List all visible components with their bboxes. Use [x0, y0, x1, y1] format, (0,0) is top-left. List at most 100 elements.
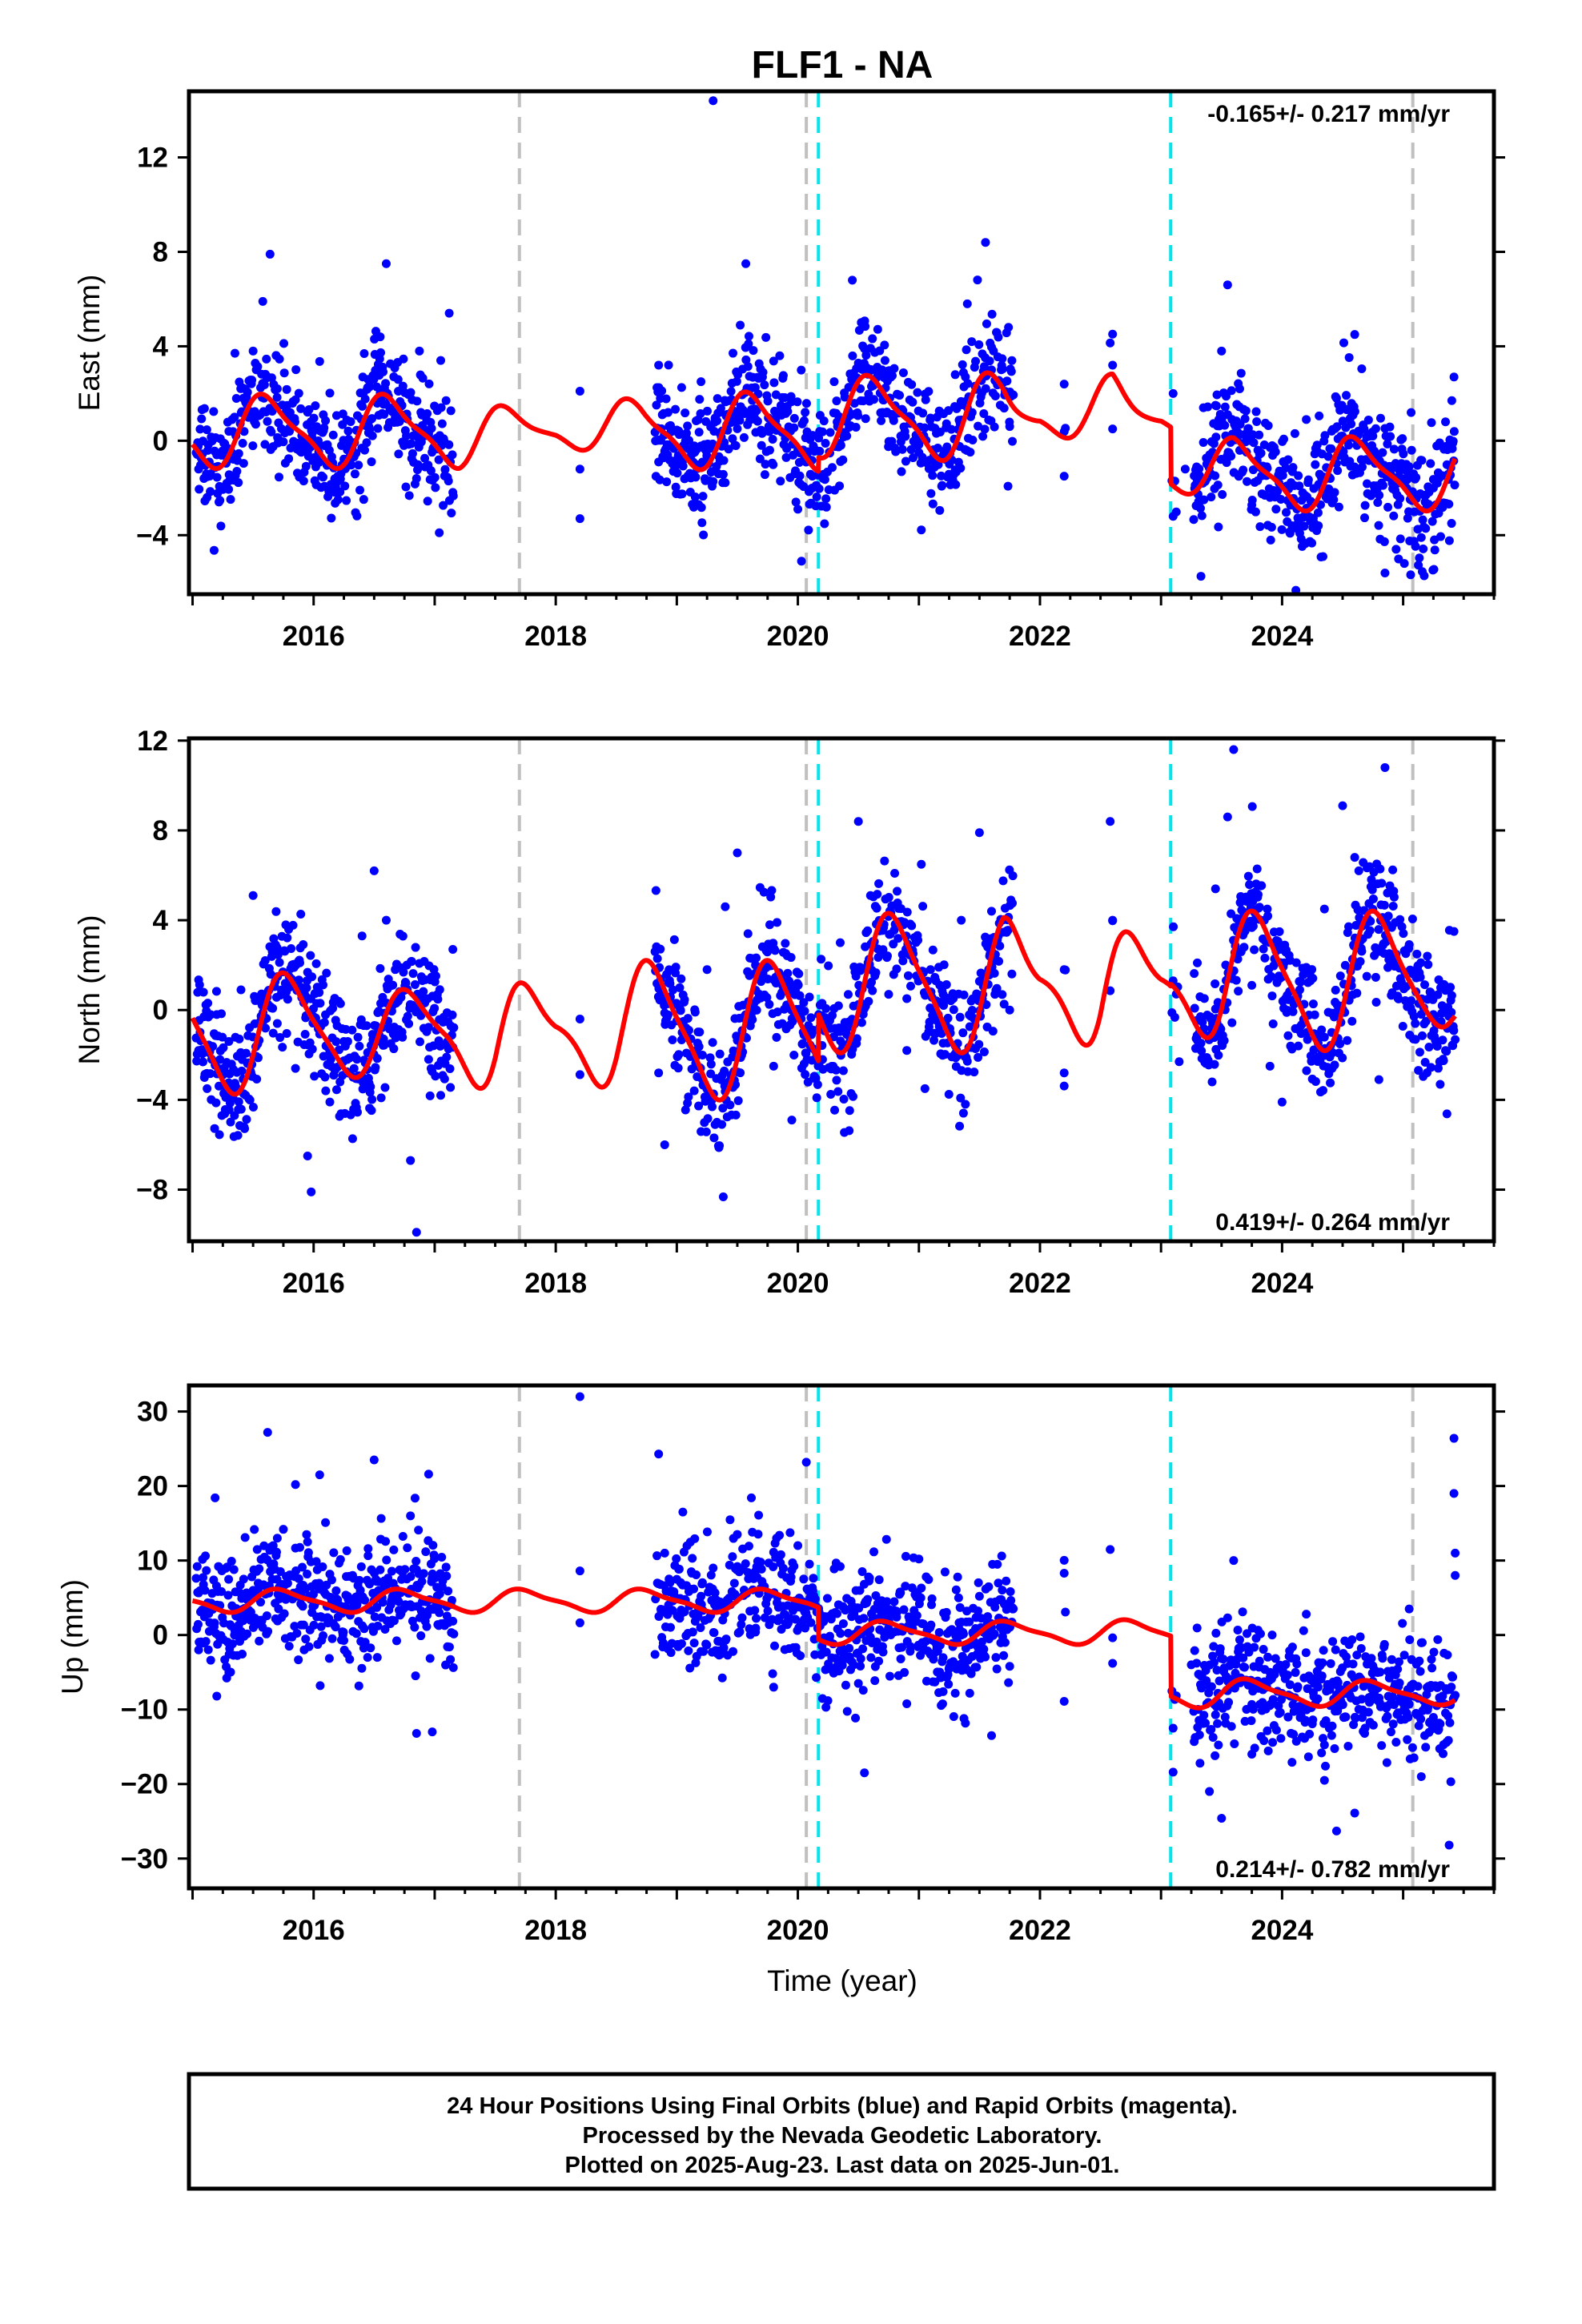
- position-point: [1415, 1047, 1424, 1057]
- position-point: [863, 926, 873, 935]
- position-point: [951, 1585, 961, 1594]
- position-point: [789, 413, 799, 423]
- position-point: [1168, 388, 1178, 398]
- position-point: [938, 1653, 948, 1663]
- position-point: [981, 238, 990, 247]
- position-point: [416, 1037, 425, 1047]
- position-point: [830, 1105, 840, 1115]
- position-point: [1319, 1740, 1329, 1750]
- position-point: [1348, 1659, 1358, 1669]
- position-point: [695, 395, 705, 404]
- position-point: [1438, 1035, 1447, 1045]
- y-tick-label: −30: [121, 1844, 168, 1875]
- x-tick-label: 2020: [767, 621, 829, 652]
- position-point: [733, 848, 742, 858]
- position-point: [214, 1081, 223, 1091]
- position-point: [319, 1631, 328, 1641]
- position-point: [342, 496, 351, 505]
- panel-frame: [187, 736, 1496, 1244]
- position-point: [1009, 1604, 1018, 1614]
- position-point: [363, 375, 373, 384]
- position-point: [320, 1072, 330, 1082]
- position-point: [1374, 521, 1383, 530]
- position-point: [1338, 801, 1347, 810]
- position-point: [275, 1567, 285, 1577]
- position-point: [448, 1616, 458, 1626]
- position-point: [1438, 1749, 1447, 1759]
- position-point: [1000, 1638, 1010, 1647]
- position-point: [275, 354, 284, 364]
- position-point: [444, 1642, 454, 1652]
- position-point: [1285, 529, 1295, 538]
- position-point: [437, 419, 447, 428]
- position-point: [360, 1595, 370, 1605]
- position-point: [737, 1613, 747, 1622]
- position-point: [769, 1061, 778, 1071]
- position-point: [775, 351, 785, 360]
- position-point: [758, 368, 768, 377]
- position-point: [998, 364, 1007, 374]
- position-point: [408, 969, 418, 979]
- position-point: [375, 963, 385, 973]
- position-point: [1352, 988, 1362, 998]
- position-point: [701, 1127, 711, 1136]
- position-point: [684, 1092, 693, 1102]
- position-point: [799, 416, 809, 425]
- position-point: [1429, 1647, 1439, 1657]
- position-point: [721, 1634, 731, 1644]
- position-point: [1317, 1671, 1327, 1681]
- position-point: [1003, 926, 1013, 935]
- position-point: [677, 383, 686, 392]
- position-point: [268, 1003, 278, 1013]
- position-point: [829, 377, 839, 387]
- position-point: [1259, 944, 1268, 954]
- y-tick-label: −4: [136, 1084, 168, 1116]
- position-point: [1317, 1748, 1327, 1758]
- position-point: [575, 386, 584, 396]
- position-point: [382, 1555, 391, 1565]
- position-point: [1449, 1489, 1459, 1498]
- position-point: [895, 391, 905, 400]
- position-point: [1417, 1638, 1427, 1647]
- position-point: [1448, 436, 1458, 446]
- position-point: [333, 495, 343, 505]
- position-point: [1255, 522, 1265, 532]
- position-point: [1334, 502, 1343, 512]
- position-point: [1211, 1751, 1220, 1760]
- position-point: [763, 396, 773, 406]
- position-point: [1426, 459, 1435, 468]
- position-point: [406, 1572, 416, 1582]
- position-point: [1108, 915, 1118, 925]
- position-point: [291, 395, 300, 404]
- position-point: [1196, 1039, 1206, 1048]
- position-point: [232, 467, 242, 476]
- position-point: [412, 1557, 421, 1566]
- position-point: [1383, 911, 1393, 921]
- position-point: [988, 1027, 998, 1036]
- position-point: [444, 440, 454, 449]
- position-point: [1420, 980, 1430, 990]
- position-point: [1355, 913, 1364, 923]
- position-point: [888, 371, 897, 380]
- position-point: [1108, 329, 1118, 339]
- position-point: [697, 1578, 707, 1587]
- position-point: [1350, 407, 1359, 416]
- position-point: [951, 480, 961, 489]
- position-point: [1108, 1633, 1118, 1642]
- position-point: [1291, 585, 1301, 594]
- position-point: [1415, 972, 1425, 982]
- position-point: [893, 934, 903, 943]
- position-point: [379, 1040, 389, 1050]
- position-point: [998, 876, 1008, 886]
- position-point: [1330, 488, 1339, 497]
- position-point: [1319, 1646, 1328, 1655]
- position-point: [1375, 413, 1385, 423]
- position-point: [436, 356, 446, 365]
- position-point: [435, 985, 444, 995]
- position-point: [431, 1072, 440, 1081]
- position-point: [1446, 983, 1456, 992]
- position-point: [311, 959, 321, 968]
- position-point: [708, 1038, 717, 1047]
- position-point: [1412, 949, 1422, 959]
